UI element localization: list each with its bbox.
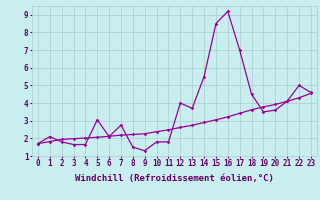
- X-axis label: Windchill (Refroidissement éolien,°C): Windchill (Refroidissement éolien,°C): [75, 174, 274, 183]
